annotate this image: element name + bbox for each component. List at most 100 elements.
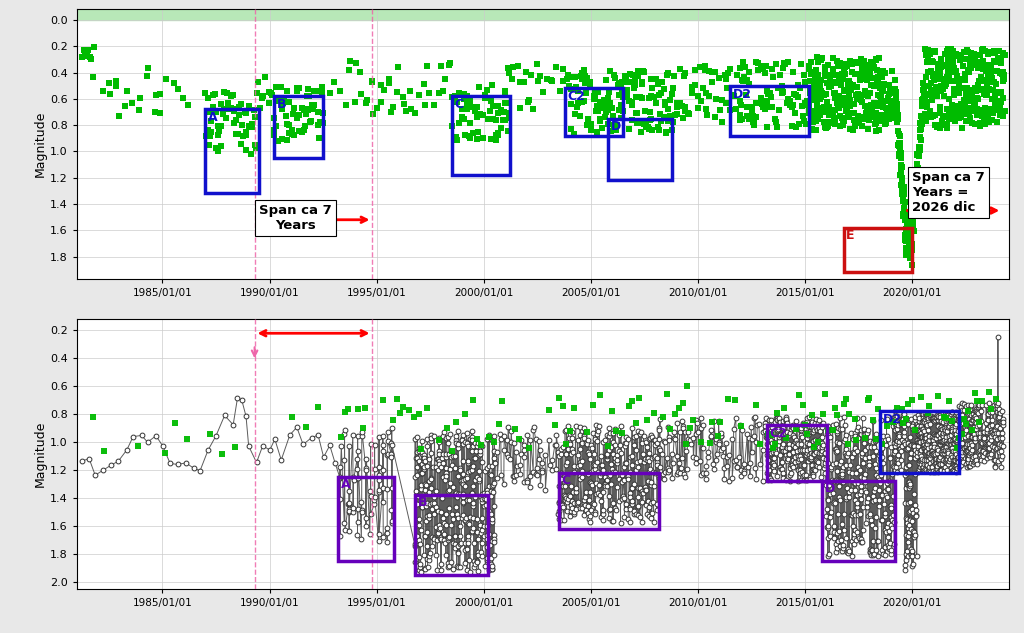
Point <box>413 484 429 494</box>
Point <box>892 150 908 160</box>
Point <box>945 429 962 439</box>
Point <box>731 420 748 430</box>
Point <box>578 492 594 502</box>
Point <box>418 564 434 574</box>
Point <box>672 64 688 74</box>
Point <box>759 122 775 132</box>
Point <box>641 456 657 466</box>
Point <box>933 54 949 65</box>
Point <box>353 430 370 441</box>
Point <box>786 442 803 452</box>
Point <box>464 435 480 445</box>
Point <box>969 421 985 431</box>
Point <box>477 92 494 102</box>
Point <box>894 415 910 425</box>
Point <box>936 82 952 92</box>
Point <box>957 458 974 468</box>
Point <box>974 438 990 448</box>
Point <box>759 430 775 441</box>
Point <box>872 470 889 480</box>
Point <box>945 455 962 465</box>
Point <box>610 80 627 90</box>
Point <box>877 508 893 518</box>
Point <box>886 462 902 472</box>
Point <box>769 83 785 93</box>
Point <box>729 462 745 472</box>
Point <box>595 95 611 105</box>
Point <box>933 422 949 432</box>
Point <box>948 449 965 460</box>
Point <box>773 463 790 473</box>
Point <box>843 79 859 89</box>
Point <box>485 479 502 489</box>
Point <box>916 113 933 123</box>
Point <box>530 436 547 446</box>
Point <box>479 555 496 565</box>
Point <box>939 120 955 130</box>
Point <box>431 524 447 534</box>
Point <box>947 462 964 472</box>
Point <box>812 85 828 96</box>
Point <box>903 239 920 249</box>
Point <box>548 464 564 474</box>
Point <box>732 115 749 125</box>
Point <box>531 445 548 455</box>
Point <box>799 433 815 443</box>
Point <box>831 120 848 130</box>
Point <box>573 503 590 513</box>
Point <box>681 109 697 119</box>
Point <box>811 448 827 458</box>
Point <box>963 103 979 113</box>
Point <box>928 82 944 92</box>
Point <box>768 59 784 69</box>
Point <box>803 454 819 465</box>
Point <box>897 444 913 454</box>
Point <box>868 434 885 444</box>
Point <box>698 461 715 471</box>
Point <box>887 425 903 435</box>
Point <box>438 472 455 482</box>
Point <box>885 113 901 123</box>
Point <box>964 118 980 128</box>
Point <box>825 522 842 532</box>
Point <box>624 483 640 493</box>
Point <box>777 59 794 69</box>
Point <box>851 465 867 475</box>
Point <box>779 418 796 429</box>
Point <box>824 65 841 75</box>
Point <box>968 85 984 96</box>
Point <box>425 462 441 472</box>
Point <box>80 44 96 54</box>
Point <box>919 97 935 107</box>
Point <box>891 151 907 161</box>
Point <box>939 446 955 456</box>
Point <box>889 109 905 119</box>
Point <box>471 474 487 484</box>
Point <box>819 120 836 130</box>
Point <box>815 418 831 428</box>
Point <box>605 120 622 130</box>
Point <box>918 444 934 454</box>
Point <box>919 420 935 430</box>
Point <box>833 541 849 551</box>
Point <box>876 431 892 441</box>
Point <box>634 497 650 507</box>
Point <box>755 476 771 486</box>
Point <box>912 445 929 455</box>
Point <box>891 137 907 147</box>
Point <box>414 468 430 478</box>
Point <box>587 464 603 474</box>
Point <box>379 523 395 533</box>
Point <box>811 80 827 91</box>
Point <box>638 484 654 494</box>
Point <box>844 59 860 69</box>
Point <box>991 446 1008 456</box>
Point <box>909 171 926 181</box>
Point <box>808 460 824 470</box>
Point <box>781 100 798 110</box>
Point <box>957 116 974 126</box>
Point <box>703 425 720 435</box>
Point <box>474 494 490 504</box>
Point <box>507 424 523 434</box>
Point <box>694 442 711 453</box>
